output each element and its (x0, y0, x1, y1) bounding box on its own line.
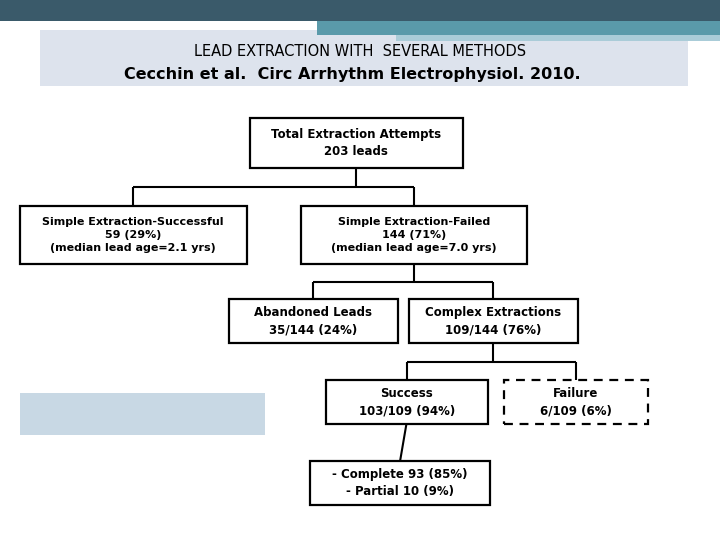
FancyBboxPatch shape (20, 393, 265, 435)
FancyBboxPatch shape (325, 380, 488, 424)
Text: Complex Extractions
109/144 (76%): Complex Extractions 109/144 (76%) (425, 306, 562, 336)
FancyBboxPatch shape (20, 206, 246, 264)
Text: Success
103/109 (94%): Success 103/109 (94%) (359, 387, 455, 417)
FancyBboxPatch shape (409, 299, 577, 343)
Text: - Complete 93 (85%)
- Partial 10 (9%): - Complete 93 (85%) - Partial 10 (9%) (332, 468, 467, 498)
Text: Simple Extraction-Successful
59 (29%)
(median lead age=2.1 yrs): Simple Extraction-Successful 59 (29%) (m… (42, 217, 224, 253)
FancyBboxPatch shape (251, 118, 463, 168)
Text: Cecchin et al.  Circ Arrhythm Electrophysiol. 2010.: Cecchin et al. Circ Arrhythm Electrophys… (125, 67, 581, 82)
FancyBboxPatch shape (310, 461, 490, 505)
FancyBboxPatch shape (301, 206, 527, 264)
FancyBboxPatch shape (229, 299, 397, 343)
Text: Abandoned Leads
35/144 (24%): Abandoned Leads 35/144 (24%) (254, 306, 372, 336)
FancyBboxPatch shape (504, 380, 648, 424)
Text: Total Extraction Attempts
203 leads: Total Extraction Attempts 203 leads (271, 128, 441, 158)
Text: LEAD EXTRACTION WITH  SEVERAL METHODS: LEAD EXTRACTION WITH SEVERAL METHODS (194, 44, 526, 59)
Text: Simple Extraction-Failed
144 (71%)
(median lead age=7.0 yrs): Simple Extraction-Failed 144 (71%) (medi… (331, 217, 497, 253)
Text: Failure
6/109 (6%): Failure 6/109 (6%) (540, 387, 612, 417)
FancyBboxPatch shape (40, 30, 688, 86)
